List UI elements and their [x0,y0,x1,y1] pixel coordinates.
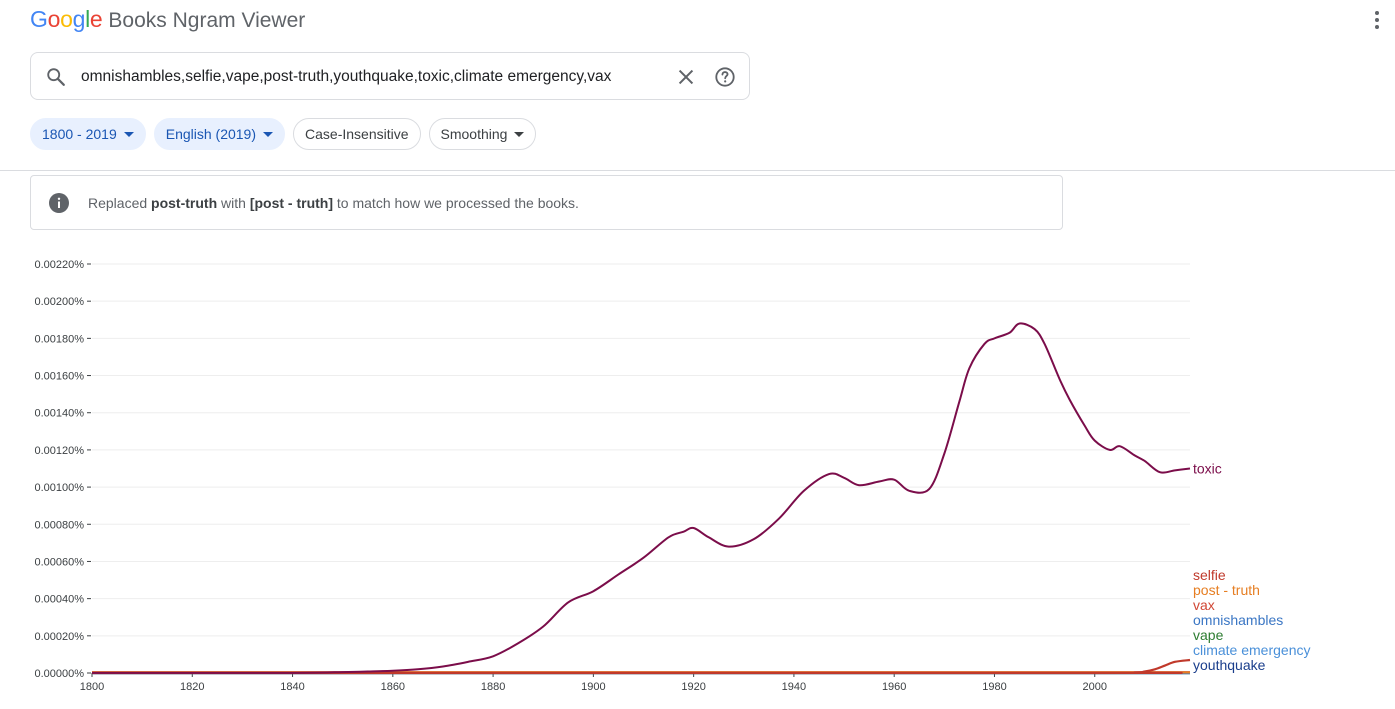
x-tick-label: 2000 [1082,681,1106,693]
y-tick-label: 0.00140% [34,408,84,420]
search-input[interactable] [81,63,671,91]
chevron-down-icon [263,131,274,137]
x-tick-label: 1820 [180,681,204,693]
google-books-ngram-logo[interactable]: Google Books Ngram Viewer [30,4,305,36]
chevron-down-icon [514,131,525,137]
header-divider [0,170,1395,171]
series-label: selfie [1193,567,1226,583]
help-icon[interactable] [714,66,736,88]
search-icon [47,68,65,86]
corpus-dropdown[interactable]: English (2019) [153,118,286,150]
more-vert-icon[interactable] [1373,8,1381,32]
smoothing-dropdown[interactable]: Smoothing [428,118,537,150]
x-tick-label: 1980 [982,681,1006,693]
y-tick-label: 0.00120% [34,445,84,457]
y-tick-label: 0.00000% [34,668,84,680]
y-tick-label: 0.00020% [34,631,84,643]
case-insensitive-toggle[interactable]: Case-Insensitive [293,118,421,150]
x-tick-label: 1860 [381,681,405,693]
x-tick-label: 1940 [782,681,806,693]
y-tick-label: 0.00100% [34,482,84,494]
series-line-selfie [91,658,1191,675]
series-label: post - truth [1193,582,1260,598]
series-label: omnishambles [1193,612,1283,628]
y-tick-label: 0.00060% [34,556,84,568]
logo-letter: o [47,6,61,32]
y-tick-label: 0.00080% [34,519,84,531]
logo-letter: l [85,6,90,32]
ngram-chart: 0.00000% 0.00020% 0.00040% 0.00060% 0.00080%… [34,259,1311,693]
filter-bar: 1800 - 2019 English (2019) Case-Insensit… [30,118,537,150]
y-tick-label: 0.00040% [34,594,84,606]
series-label: vax [1193,597,1215,613]
logo-letter: G [30,6,48,32]
x-tick-label: 1960 [882,681,906,693]
x-tick-label: 1840 [280,681,304,693]
year-range-dropdown[interactable]: 1800 - 2019 [30,118,146,150]
x-tick-label: 1800 [80,681,104,693]
x-tick-label: 1900 [581,681,605,693]
logo-letter: e [89,6,103,32]
y-tick-label: 0.00180% [34,333,84,345]
series-label: vape [1193,627,1224,643]
x-tick-label: 1880 [481,681,505,693]
notice-replacement: [post - truth] [249,194,334,211]
notice-middle: with [221,194,246,211]
case-insensitive-label: Case-Insensitive [305,126,409,142]
y-tick-label: 0.00160% [34,371,84,383]
y-tick-label: 0.00220% [34,259,84,271]
info-icon [49,192,69,213]
google-logo: Google [30,4,103,34]
series-label: youthquake [1193,657,1266,673]
series-label: toxic [1193,461,1222,477]
smoothing-label: Smoothing [440,126,508,142]
replacement-notice: Replaced post-truth with [post - truth] … [30,175,1063,230]
series-label: climate emergency [1193,642,1311,658]
corpus-label: English (2019) [165,126,257,142]
year-range-label: 1800 - 2019 [42,126,117,142]
logo-letter: g [72,6,86,32]
notice-prefix: Replaced [88,194,148,211]
chevron-down-icon [123,131,134,137]
series-line-toxic [91,322,1191,674]
y-tick-label: 0.00200% [34,296,84,308]
x-tick-label: 1920 [681,681,705,693]
notice-text: Replaced post-truth with [post - truth] … [88,195,579,211]
app-name: Books Ngram Viewer [108,9,306,32]
close-icon[interactable] [675,66,697,88]
search-box [30,52,750,100]
notice-suffix: to match how we processed the books. [336,194,579,211]
notice-term: post-truth [151,194,218,211]
logo-letter: o [60,6,73,32]
